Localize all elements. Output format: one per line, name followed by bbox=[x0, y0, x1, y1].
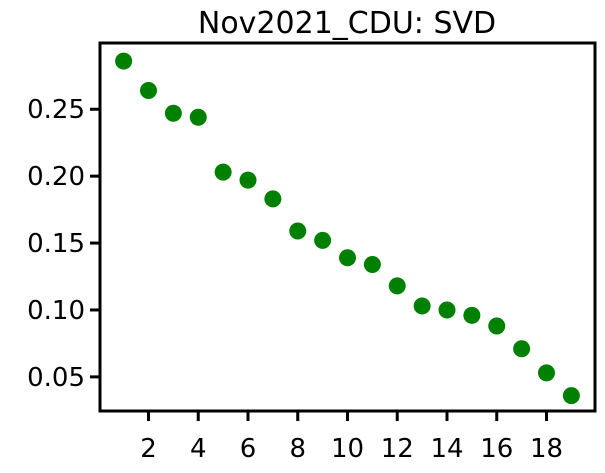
y-tick-label: 0.10 bbox=[27, 296, 85, 326]
data-point bbox=[413, 297, 431, 315]
data-point bbox=[339, 249, 356, 267]
data-point bbox=[115, 52, 133, 70]
x-tick-label: 18 bbox=[530, 434, 563, 464]
data-point bbox=[264, 190, 282, 208]
y-tick-label: 0.25 bbox=[27, 95, 85, 125]
data-point bbox=[537, 364, 555, 382]
data-points bbox=[115, 52, 580, 405]
data-point bbox=[388, 277, 406, 295]
x-tick-label: 16 bbox=[480, 434, 513, 464]
y-tick-label: 0.15 bbox=[27, 229, 85, 259]
data-point bbox=[314, 231, 332, 249]
x-tick-label: 12 bbox=[381, 434, 414, 464]
data-point bbox=[513, 340, 531, 358]
x-tick-label: 6 bbox=[240, 434, 257, 464]
data-point bbox=[140, 82, 158, 100]
data-point bbox=[463, 306, 481, 324]
data-point bbox=[189, 108, 207, 126]
y-tick-label: 0.20 bbox=[27, 162, 85, 192]
x-tick-label: 2 bbox=[140, 434, 157, 464]
y-tick-label: 0.05 bbox=[27, 363, 85, 393]
y-axis: 0.05 0.10 0.15 0.20 0.25 bbox=[27, 95, 100, 393]
data-point bbox=[164, 104, 182, 122]
x-tick-label: 10 bbox=[331, 434, 364, 464]
x-axis: 2 4 6 8 10 12 14 16 18 bbox=[140, 411, 563, 464]
x-tick-label: 14 bbox=[430, 434, 463, 464]
x-tick-label: 4 bbox=[190, 434, 207, 464]
data-point bbox=[289, 222, 307, 240]
data-point bbox=[438, 301, 456, 319]
x-tick-label: 8 bbox=[289, 434, 306, 464]
plot-frame bbox=[98, 41, 597, 413]
data-point bbox=[239, 171, 257, 189]
data-point bbox=[488, 317, 506, 335]
data-point bbox=[363, 255, 381, 273]
data-point bbox=[562, 387, 580, 405]
data-point bbox=[214, 163, 232, 181]
chart-title: Nov2021_CDU: SVD bbox=[198, 6, 496, 41]
